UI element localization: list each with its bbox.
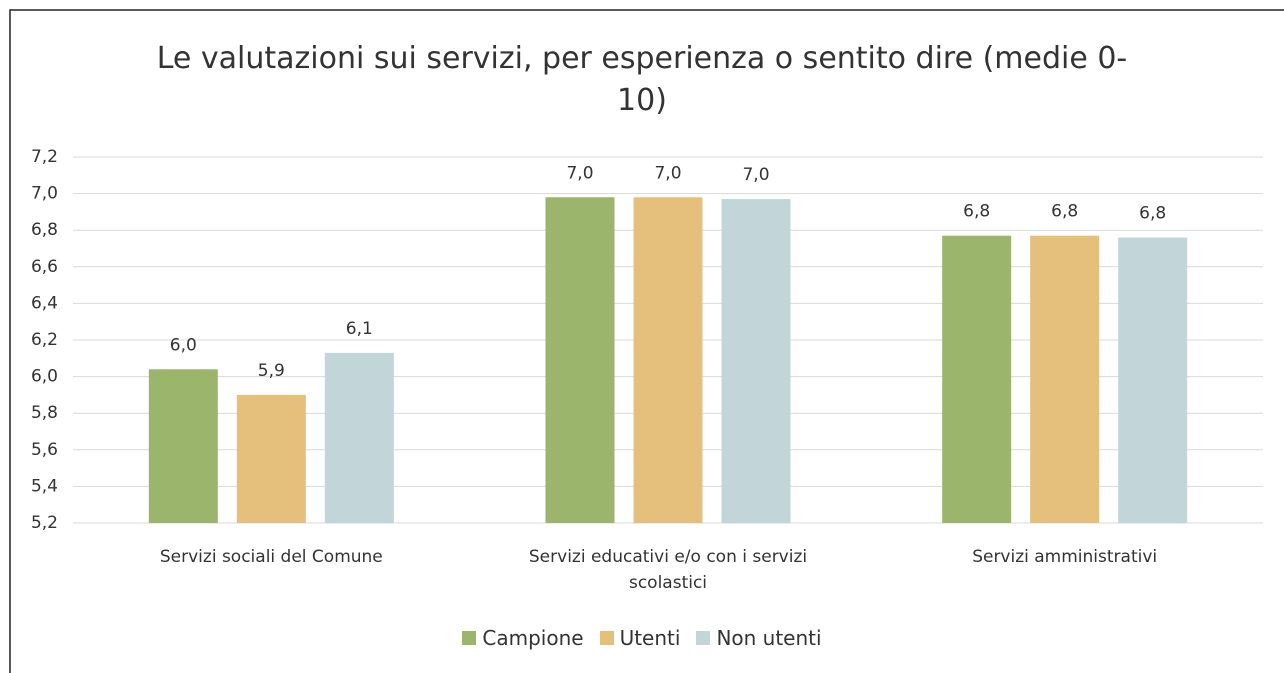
legend-item: Campione bbox=[462, 626, 584, 650]
data-label: 6,8 bbox=[1051, 202, 1078, 222]
y-tick-label: 6,6 bbox=[31, 257, 58, 277]
bar bbox=[1118, 237, 1188, 523]
bar bbox=[148, 369, 218, 523]
legend-label: Non utenti bbox=[716, 626, 822, 650]
legend-swatch bbox=[599, 631, 614, 645]
bar bbox=[721, 199, 791, 523]
y-tick-label: 6,2 bbox=[31, 330, 58, 350]
bar bbox=[545, 197, 615, 523]
data-label: 6,8 bbox=[1139, 204, 1166, 224]
data-label: 5,9 bbox=[258, 361, 285, 381]
data-label: 7,0 bbox=[742, 165, 769, 185]
x-tick-label: Servizi sociali del Comune bbox=[159, 547, 383, 567]
legend-label: Campione bbox=[482, 626, 584, 650]
bar bbox=[942, 235, 1012, 523]
bar bbox=[633, 197, 703, 523]
y-tick-label: 5,8 bbox=[31, 403, 58, 423]
y-tick-label: 5,6 bbox=[31, 440, 58, 460]
bar bbox=[236, 394, 306, 523]
bar bbox=[1030, 235, 1100, 523]
legend-item: Utenti bbox=[599, 626, 681, 650]
data-label: 6,0 bbox=[170, 335, 197, 355]
x-tick-label: Servizi educativi e/o con i servizi scol… bbox=[528, 547, 808, 593]
chart-border bbox=[9, 9, 1284, 673]
data-label: 7,0 bbox=[654, 163, 681, 183]
legend-item: Non utenti bbox=[696, 626, 822, 650]
y-tick-label: 5,4 bbox=[31, 476, 58, 496]
y-tick-label: 7,2 bbox=[31, 147, 58, 167]
legend-swatch bbox=[696, 631, 711, 645]
chart-title: Le valutazioni sui servizi, per esperien… bbox=[156, 41, 1128, 118]
x-tick-label: Servizi amministrativi bbox=[972, 547, 1158, 567]
y-tick-label: 6,4 bbox=[31, 293, 58, 313]
legend: Campione Utenti Non utenti bbox=[0, 626, 1284, 650]
legend-label: Utenti bbox=[619, 626, 681, 650]
y-tick-label: 6,0 bbox=[31, 367, 58, 387]
y-tick-label: 6,8 bbox=[31, 220, 58, 240]
data-label: 6,1 bbox=[346, 319, 373, 339]
data-label: 7,0 bbox=[566, 163, 593, 183]
data-label: 6,8 bbox=[963, 202, 990, 222]
legend-swatch bbox=[462, 631, 477, 645]
y-tick-label: 5,2 bbox=[31, 513, 58, 533]
bar bbox=[324, 352, 394, 523]
y-tick-label: 7,0 bbox=[31, 184, 58, 204]
